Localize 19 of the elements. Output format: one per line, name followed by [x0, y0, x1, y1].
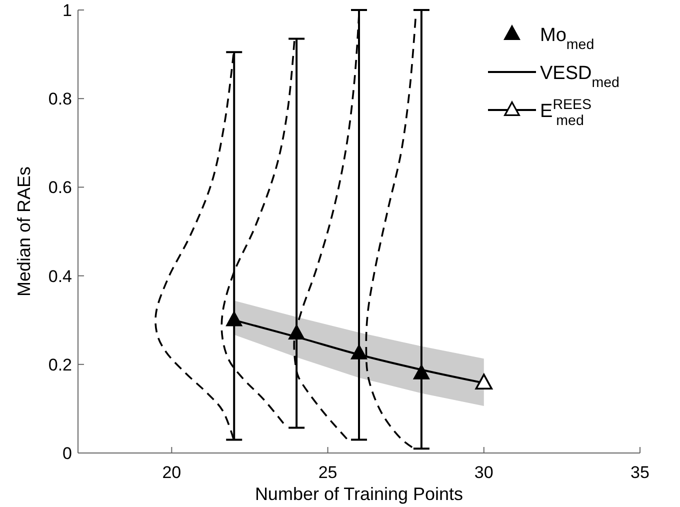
y-tick-label: 1 — [62, 1, 72, 20]
y-axis-title: Median of RAEs — [14, 166, 34, 297]
y-tick-label: 0.6 — [48, 178, 72, 198]
legend-label: VESD$_{med}$ — [540, 63, 620, 91]
y-tick-label: 0.4 — [48, 266, 72, 286]
point — [288, 324, 305, 340]
x-tick-label: 25 — [318, 463, 338, 482]
y-tick-label: 0 — [62, 444, 72, 463]
x-tick-label: 20 — [162, 463, 182, 482]
x-tick-label: 35 — [630, 463, 650, 482]
point — [226, 311, 242, 326]
y-tick-label: 0.8 — [48, 90, 72, 109]
x-tick-label: 30 — [474, 463, 494, 482]
point — [413, 364, 430, 380]
point — [475, 374, 492, 390]
point — [350, 344, 368, 360]
x-axis-title: Number of Training Points — [254, 484, 464, 504]
legend-label: Mo$_{med}$ — [540, 25, 594, 53]
y-tick-label: 0.2 — [48, 355, 72, 374]
